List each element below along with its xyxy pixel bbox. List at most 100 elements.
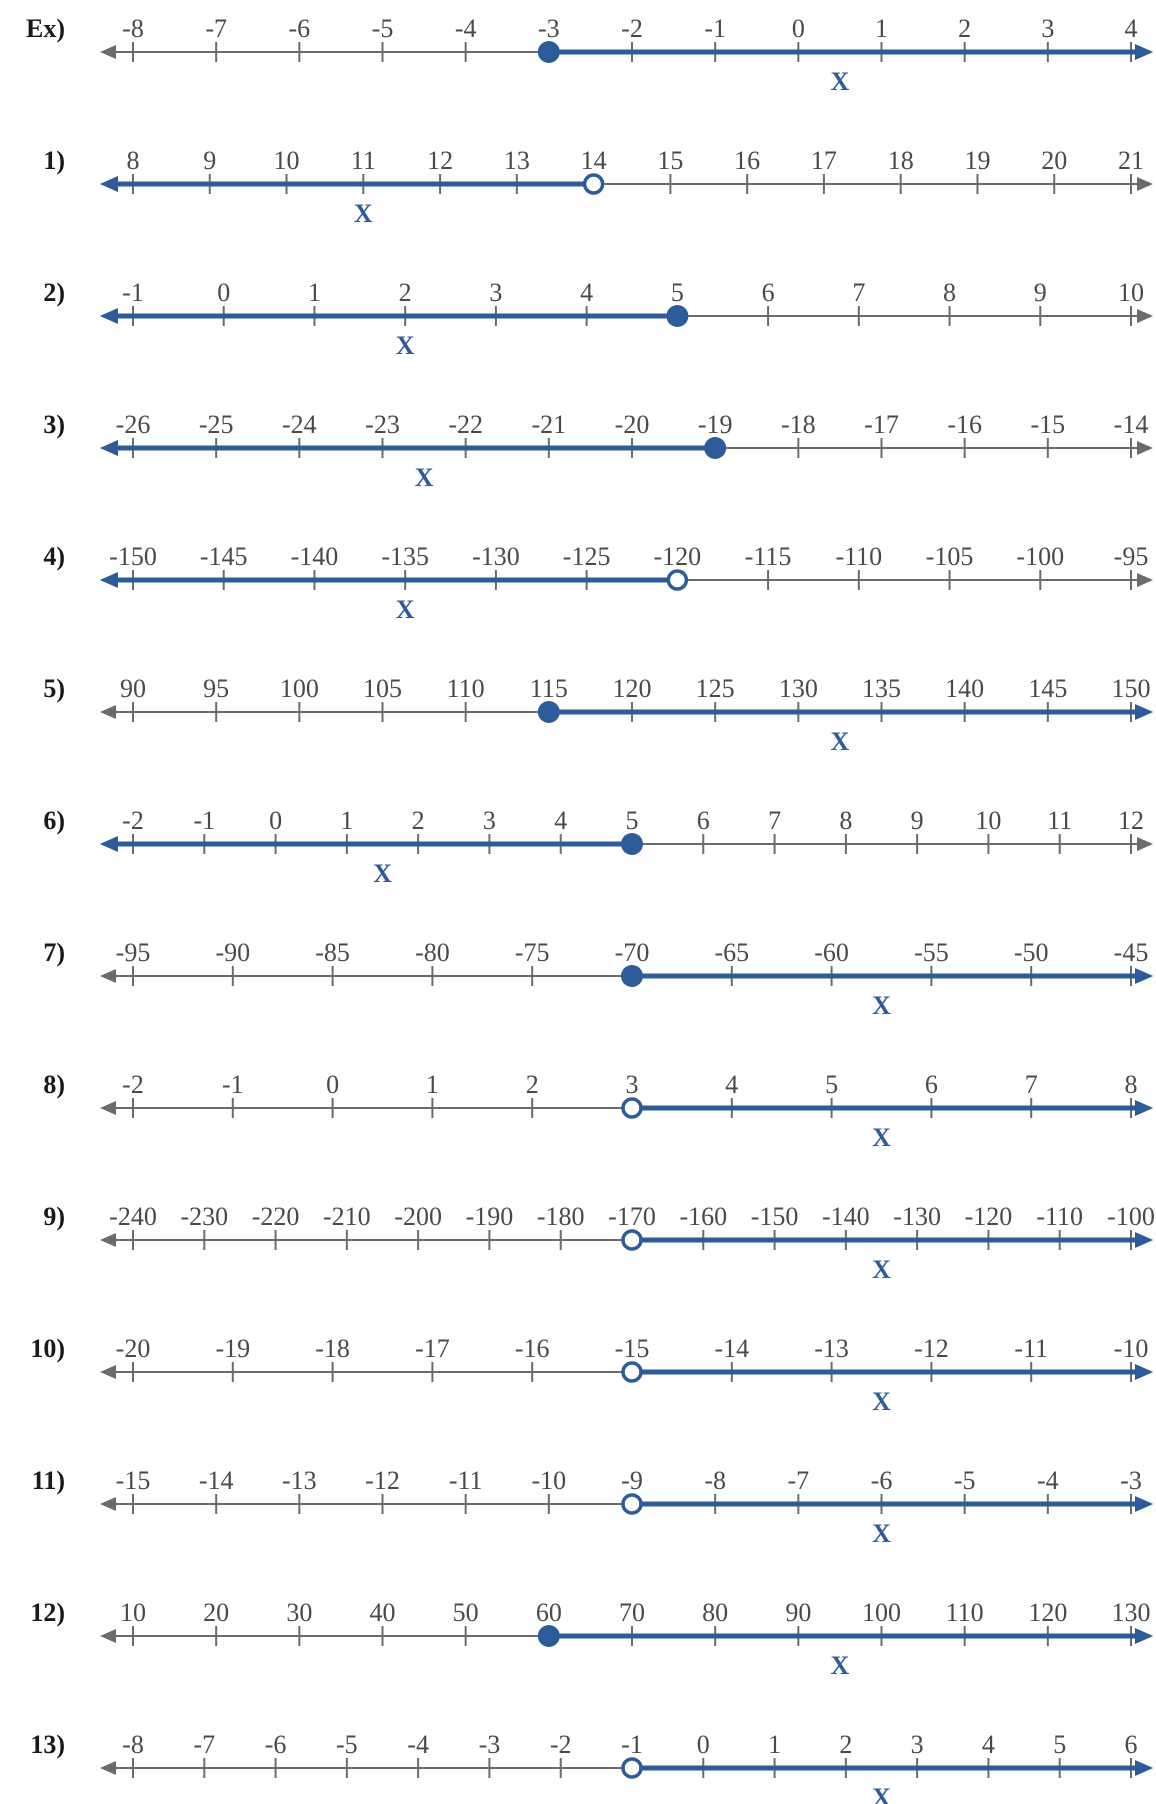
- tick-label: 0: [217, 278, 230, 307]
- tick-label: 130: [1112, 1598, 1151, 1627]
- tick-label: -24: [282, 410, 317, 439]
- problem-label: 10): [30, 1334, 65, 1363]
- tick-label: -55: [914, 938, 949, 967]
- tick-label: 12: [427, 146, 453, 175]
- tick-label: 1: [768, 1730, 781, 1759]
- left-arrow-icon: [100, 1761, 116, 1775]
- open-endpoint: [666, 569, 689, 591]
- open-endpoint: [621, 1229, 643, 1251]
- tick-label: 125: [696, 674, 735, 703]
- tick-label: 4: [554, 806, 567, 835]
- tick-label: 110: [946, 1598, 984, 1627]
- tick-label: -25: [199, 410, 234, 439]
- tick-label: 10: [120, 1598, 146, 1627]
- closed-endpoint: [621, 833, 643, 855]
- tick-label: -6: [288, 14, 310, 43]
- tick-label: -11: [449, 1466, 483, 1495]
- problem-label: 13): [30, 1730, 65, 1759]
- tick-label: 15: [657, 146, 683, 175]
- tick-label: 0: [326, 1070, 339, 1099]
- tick-label: 135: [862, 674, 901, 703]
- tick-label: 0: [792, 14, 805, 43]
- tick-label: 70: [619, 1598, 645, 1627]
- tick-label: 3: [489, 278, 502, 307]
- ray-left-arrow-icon: [100, 308, 118, 324]
- tick-label: -8: [122, 14, 144, 43]
- left-arrow-icon: [100, 1365, 116, 1379]
- tick-label: -16: [947, 410, 982, 439]
- tick-label: 10: [1118, 278, 1144, 307]
- tick-label: 5: [825, 1070, 838, 1099]
- tick-label: -3: [538, 14, 560, 43]
- open-endpoint: [621, 1361, 643, 1383]
- tick-label: -45: [1114, 938, 1149, 967]
- variable-x-label: X: [396, 595, 415, 624]
- closed-endpoint: [666, 305, 689, 327]
- tick-label: -3: [479, 1730, 501, 1759]
- tick-label: 12: [1118, 806, 1144, 835]
- closed-endpoint: [537, 1625, 560, 1647]
- tick-label: -18: [781, 410, 816, 439]
- tick-label: -95: [1114, 542, 1149, 571]
- tick-label: -10: [531, 1466, 566, 1495]
- tick-label: 4: [580, 278, 593, 307]
- tick-label: -130: [893, 1202, 941, 1231]
- tick-label: -3: [1120, 1466, 1142, 1495]
- number-line-row: 3) -26 -25 -24 -23 -22 -21 -20 -19 -18 -17 -16 -15 -1…: [43, 410, 1153, 492]
- tick-label: -210: [323, 1202, 371, 1231]
- tick-label: 19: [964, 146, 990, 175]
- open-endpoint: [621, 1757, 643, 1779]
- tick-label: -60: [814, 938, 849, 967]
- tick-label: -130: [472, 542, 520, 571]
- right-arrow-icon: [1137, 573, 1153, 587]
- tick-label: 8: [127, 146, 140, 175]
- tick-label: 115: [530, 674, 568, 703]
- tick-label: -2: [621, 14, 643, 43]
- tick-label: -110: [835, 542, 882, 571]
- number-line-row: 13) -8 -7 -6 -5 -4 -3 -2 -1 0 1 2 3 4 5 6 X: [30, 1730, 1153, 1804]
- tick-label: -145: [200, 542, 248, 571]
- tick-label: -2: [122, 1070, 144, 1099]
- tick-label: -8: [122, 1730, 144, 1759]
- tick-label: -6: [265, 1730, 287, 1759]
- tick-label: -11: [1014, 1334, 1048, 1363]
- tick-label: -4: [407, 1730, 429, 1759]
- tick-label: -110: [1036, 1202, 1083, 1231]
- tick-label: -15: [615, 1334, 650, 1363]
- problem-label: 6): [43, 806, 65, 835]
- problem-label: 5): [43, 674, 65, 703]
- tick-label: 105: [363, 674, 402, 703]
- ray-right-arrow-icon: [1135, 1760, 1153, 1776]
- number-line-row: Ex) -8 -7 -6 -5 -4 -3 -2 -1 0 1 2 3 4 X: [26, 14, 1153, 96]
- tick-label: 9: [203, 146, 216, 175]
- tick-label: 120: [613, 674, 652, 703]
- open-endpoint: [621, 1097, 643, 1119]
- tick-label: 18: [888, 146, 914, 175]
- tick-label: -19: [698, 410, 733, 439]
- ray-right-arrow-icon: [1135, 1100, 1153, 1116]
- ray-right-arrow-icon: [1135, 1364, 1153, 1380]
- ray-right-arrow-icon: [1135, 704, 1153, 720]
- tick-label: -120: [654, 542, 702, 571]
- tick-label: -135: [381, 542, 429, 571]
- tick-label: -14: [199, 1466, 234, 1495]
- tick-label: -160: [679, 1202, 727, 1231]
- tick-label: -7: [193, 1730, 215, 1759]
- tick-label: -1: [621, 1730, 643, 1759]
- tick-label: -100: [1016, 542, 1064, 571]
- tick-label: 1: [875, 14, 888, 43]
- tick-label: -5: [954, 1466, 976, 1495]
- tick-label: -4: [1037, 1466, 1059, 1495]
- tick-label: 80: [702, 1598, 728, 1627]
- tick-label: 9: [911, 806, 924, 835]
- tick-label: 9: [1034, 278, 1047, 307]
- tick-label: 50: [453, 1598, 479, 1627]
- tick-label: -190: [466, 1202, 514, 1231]
- tick-label: 40: [370, 1598, 396, 1627]
- tick-label: 5: [1053, 1730, 1066, 1759]
- tick-label: 7: [852, 278, 865, 307]
- tick-label: 2: [399, 278, 412, 307]
- variable-x-label: X: [872, 1255, 891, 1284]
- tick-label: 90: [120, 674, 146, 703]
- left-arrow-icon: [100, 969, 116, 983]
